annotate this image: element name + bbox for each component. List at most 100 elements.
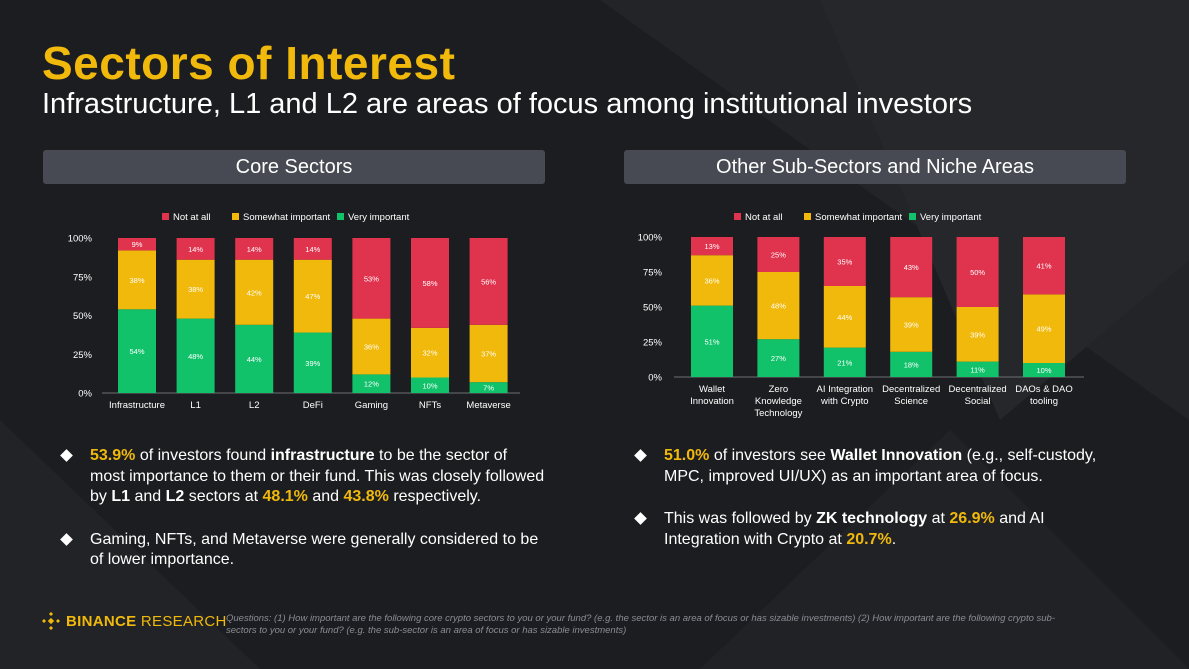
core-sectors-bullets: 53.9% of investors found infrastructure … bbox=[60, 446, 545, 593]
y-tick-label: 0% bbox=[648, 373, 662, 384]
data-label: 21% bbox=[837, 358, 852, 367]
y-tick-label: 50% bbox=[73, 311, 93, 322]
page-subtitle: Infrastructure, L1 and L2 are areas of f… bbox=[42, 88, 973, 120]
data-label: 58% bbox=[422, 279, 437, 288]
legend-swatch bbox=[232, 213, 239, 220]
data-label: 37% bbox=[481, 349, 496, 358]
legend-label: Somewhat important bbox=[815, 212, 902, 223]
bar-segment bbox=[1023, 237, 1065, 295]
data-label: 39% bbox=[970, 330, 985, 339]
category-label: Metaverse bbox=[466, 400, 510, 411]
bar-segment bbox=[352, 318, 391, 375]
bar-segment bbox=[293, 238, 332, 260]
bar-segment bbox=[890, 351, 933, 377]
bar-segment bbox=[469, 238, 508, 325]
bar-segment bbox=[293, 332, 332, 393]
category-label: L1 bbox=[190, 400, 201, 411]
bar-segment bbox=[293, 259, 332, 333]
bar-segment bbox=[118, 309, 156, 393]
data-label: 14% bbox=[247, 245, 262, 254]
data-label: 18% bbox=[904, 360, 919, 369]
data-label: 38% bbox=[129, 276, 144, 285]
bar-segment bbox=[956, 237, 999, 307]
category-label: Technology bbox=[754, 408, 802, 419]
other-sectors-bullets: 51.0% of investors see Wallet Innovation… bbox=[634, 446, 1124, 572]
data-label: 38% bbox=[188, 285, 203, 294]
bar-segment bbox=[757, 272, 800, 340]
bar-segment bbox=[691, 255, 733, 306]
data-label: 44% bbox=[837, 313, 852, 322]
legend-swatch bbox=[909, 213, 916, 220]
legend-label: Very important bbox=[920, 212, 982, 223]
data-label: 10% bbox=[1036, 366, 1051, 375]
bar-segment bbox=[411, 238, 449, 328]
data-label: 47% bbox=[305, 292, 320, 301]
other-sectors-header: Other Sub-Sectors and Niche Areas bbox=[624, 150, 1126, 184]
data-label: 41% bbox=[1036, 262, 1051, 271]
bar-segment bbox=[890, 237, 933, 298]
core-sectors-header: Core Sectors bbox=[43, 150, 545, 184]
data-label: 56% bbox=[481, 277, 496, 286]
data-label: 39% bbox=[904, 321, 919, 330]
data-label: 48% bbox=[188, 352, 203, 361]
legend-label: Very important bbox=[348, 212, 410, 223]
bar-segment bbox=[411, 327, 449, 378]
data-label: 50% bbox=[970, 268, 985, 277]
data-label: 48% bbox=[771, 302, 786, 311]
category-label: L2 bbox=[249, 400, 260, 411]
y-tick-label: 0% bbox=[78, 389, 92, 400]
legend-label: Not at all bbox=[745, 212, 783, 223]
data-label: 36% bbox=[364, 343, 379, 352]
bar-segment bbox=[118, 250, 156, 310]
bullet-item: Gaming, NFTs, and Metaverse were general… bbox=[60, 530, 545, 571]
diamond-bullet-icon bbox=[634, 449, 647, 462]
page-title: Sectors of Interest bbox=[42, 37, 456, 89]
bar-segment bbox=[118, 238, 156, 251]
diamond-bullet-icon bbox=[60, 532, 73, 546]
survey-footnote: Questions: (1) How important are the fol… bbox=[226, 613, 1055, 636]
category-label: with Crypto bbox=[820, 396, 869, 407]
data-label: 42% bbox=[247, 288, 262, 297]
category-label: Innovation bbox=[690, 396, 734, 407]
bar-segment bbox=[956, 307, 999, 362]
category-label: Wallet bbox=[699, 384, 725, 395]
bar-segment bbox=[890, 297, 933, 352]
bar-segment bbox=[352, 238, 391, 319]
data-label: 54% bbox=[129, 347, 144, 356]
legend-swatch bbox=[162, 213, 169, 220]
legend-swatch bbox=[337, 213, 344, 220]
data-label: 49% bbox=[1036, 325, 1051, 334]
data-label: 36% bbox=[704, 276, 719, 285]
category-label: Gaming bbox=[355, 400, 388, 411]
bar-segment bbox=[469, 382, 508, 393]
bar-segment bbox=[823, 237, 866, 286]
data-label: 32% bbox=[422, 349, 437, 358]
legend-swatch bbox=[734, 213, 741, 220]
category-label: Social bbox=[965, 396, 991, 407]
category-label: Decentralized bbox=[949, 384, 1007, 395]
data-label: 53% bbox=[364, 274, 379, 283]
bar-segment bbox=[757, 339, 800, 377]
bar-segment bbox=[176, 259, 215, 319]
data-label: 35% bbox=[837, 258, 852, 267]
data-label: 13% bbox=[704, 242, 719, 251]
bar-segment bbox=[823, 347, 866, 377]
bar-segment bbox=[176, 318, 215, 393]
bar-segment bbox=[469, 324, 508, 383]
y-tick-label: 100% bbox=[638, 233, 663, 244]
legend-swatch bbox=[804, 213, 811, 220]
data-label: 14% bbox=[188, 245, 203, 254]
category-label: Science bbox=[894, 396, 928, 407]
y-tick-label: 50% bbox=[643, 303, 663, 314]
other-sectors-chart: Not at all Somewhat important Very importa… bbox=[638, 212, 1084, 419]
bullet-item: 53.9% of investors found infrastructure … bbox=[60, 446, 545, 508]
legend-label: Not at all bbox=[173, 212, 211, 223]
data-label: 9% bbox=[132, 240, 143, 249]
data-label: 44% bbox=[247, 355, 262, 364]
bar-segment bbox=[691, 237, 733, 256]
core-sectors-chart: Not at all Somewhat important Very importa… bbox=[68, 212, 520, 411]
bullet-item: This was followed by ZK technology at 26… bbox=[634, 509, 1124, 550]
category-label: NFTs bbox=[419, 400, 441, 411]
diamond-bullet-icon bbox=[634, 512, 647, 525]
data-label: 11% bbox=[970, 365, 985, 374]
